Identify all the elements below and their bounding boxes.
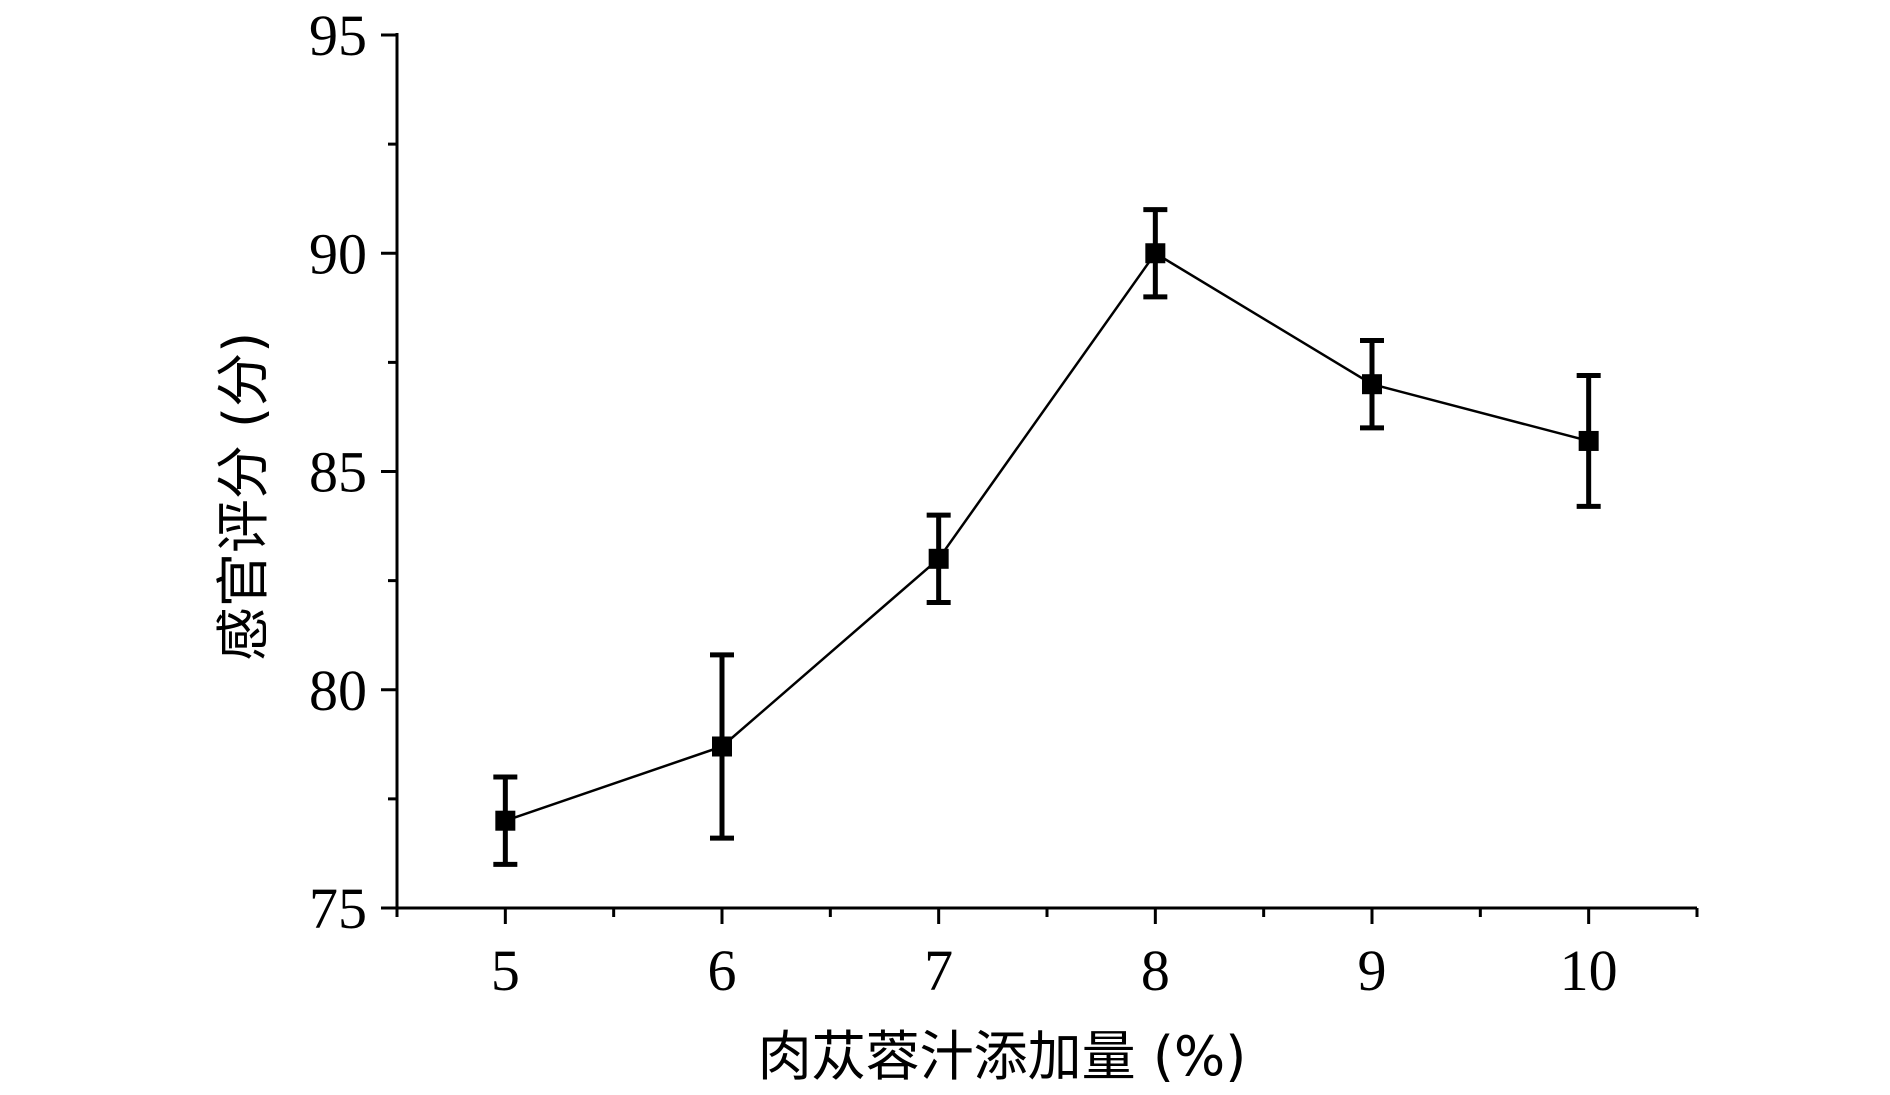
x-tick-label: 5 xyxy=(491,938,520,1003)
y-tick-label: 75 xyxy=(309,876,367,941)
data-point xyxy=(1578,430,1599,451)
x-tick-label: 10 xyxy=(1560,938,1618,1003)
axes xyxy=(395,33,1697,910)
data-point xyxy=(495,810,516,831)
y-tick-label: 85 xyxy=(309,440,367,505)
data-point xyxy=(928,548,949,569)
series-line xyxy=(504,251,1589,822)
y-axis-title: 感官评分 (分) xyxy=(212,332,275,661)
x-tick-label: 9 xyxy=(1358,938,1387,1003)
data-point xyxy=(1145,243,1166,264)
x-tick-label: 8 xyxy=(1141,938,1170,1003)
y-tick-label: 95 xyxy=(309,3,367,68)
series xyxy=(493,207,1601,867)
x-axis-ticks: 5 6 7 8 9 10 xyxy=(395,908,1699,1003)
data-point xyxy=(1362,374,1382,395)
y-tick-label: 80 xyxy=(309,658,367,723)
y-tick-label: 90 xyxy=(309,221,367,286)
data-point xyxy=(712,736,732,757)
x-tick-label: 7 xyxy=(924,938,953,1003)
y-axis-ticks: 75 80 85 90 95 xyxy=(309,3,397,941)
x-tick-label: 6 xyxy=(708,938,737,1003)
x-axis-title: 肉苁蓉汁添加量 (%) xyxy=(758,1025,1247,1088)
